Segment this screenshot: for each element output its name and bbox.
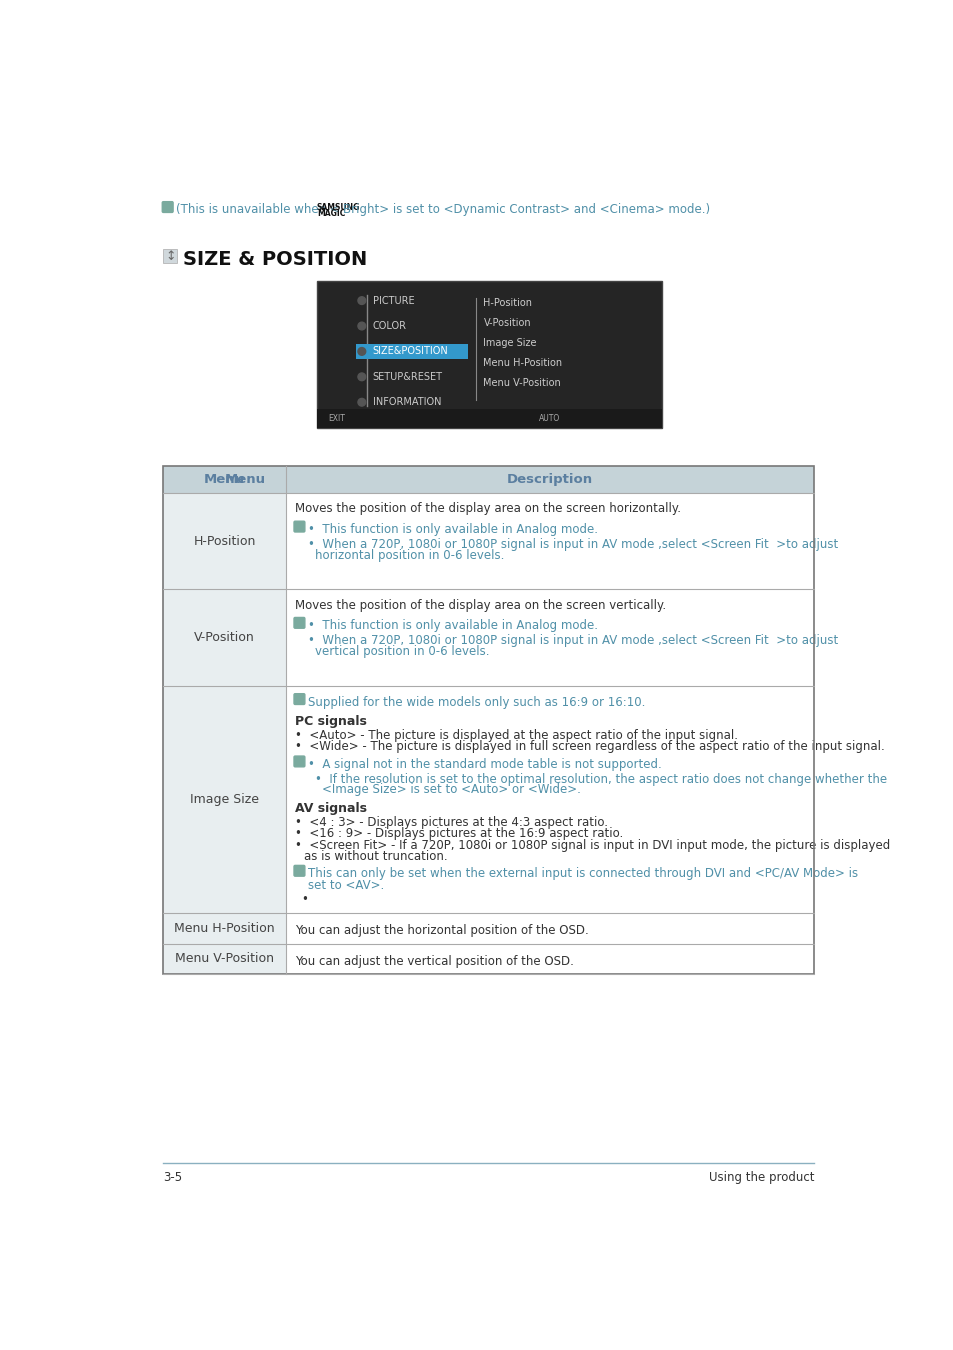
FancyBboxPatch shape [294, 617, 305, 628]
Text: H-Position: H-Position [193, 535, 255, 548]
Text: ↕: ↕ [165, 250, 175, 263]
Text: as is without truncation.: as is without truncation. [304, 849, 448, 863]
Bar [316, 409, 661, 428]
Text: Menu H-Position: Menu H-Position [483, 358, 562, 369]
Circle shape [357, 297, 365, 305]
Text: Bright> is set to <Dynamic Contrast> and <Cinema> mode.): Bright> is set to <Dynamic Contrast> and… [343, 202, 710, 216]
Text: You can adjust the horizontal position of the OSD.: You can adjust the horizontal position o… [294, 925, 588, 937]
Text: INFORMATION: INFORMATION [373, 397, 440, 408]
Bar [286, 590, 814, 686]
Text: horizontal position in 0-6 levels.: horizontal position in 0-6 levels. [315, 548, 504, 562]
Text: Moves the position of the display area on the screen vertically.: Moves the position of the display area o… [294, 598, 665, 612]
Text: PICTURE: PICTURE [373, 296, 414, 305]
Circle shape [357, 373, 365, 381]
Text: Menu: Menu [204, 472, 245, 486]
Text: •  <Wide> - The picture is displayed in full screen regardless of the aspect rat: • <Wide> - The picture is displayed in f… [294, 740, 884, 753]
FancyBboxPatch shape [294, 756, 305, 767]
Text: <Image Size> is set to <Auto> or <Wide>.: <Image Size> is set to <Auto> or <Wide>. [321, 783, 579, 796]
Text: 3-5: 3-5 [163, 1170, 182, 1184]
Text: Moves the position of the display area on the screen horizontally.: Moves the position of the display area o… [294, 502, 680, 516]
Text: SIZE&POSITION: SIZE&POSITION [373, 347, 448, 356]
Bar [286, 913, 814, 944]
Text: •  When a 720P, 1080i or 1080P signal is input in AV mode ,select <Screen Fit  >: • When a 720P, 1080i or 1080P signal is … [307, 634, 837, 647]
Text: •  <4 : 3> - Displays pictures at the 4:3 aspect ratio.: • <4 : 3> - Displays pictures at the 4:3… [294, 815, 608, 829]
Text: •  If the resolution is set to the optimal resolution, the aspect ratio does not: • If the resolution is set to the optima… [315, 772, 886, 786]
Text: Image Size: Image Size [483, 339, 537, 348]
Bar [163, 686, 286, 913]
Text: AV signals: AV signals [294, 802, 367, 815]
Text: MAGIC: MAGIC [316, 209, 345, 217]
Text: V-Position: V-Position [483, 319, 531, 328]
FancyBboxPatch shape [294, 865, 305, 876]
Bar [163, 944, 286, 975]
Bar [163, 466, 286, 493]
Bar [286, 466, 814, 493]
Text: Description: Description [507, 472, 593, 486]
Text: •  <Screen Fit> - If a 720P, 1080i or 1080P signal is input in DVI input mode, t: • <Screen Fit> - If a 720P, 1080i or 108… [294, 838, 889, 852]
FancyBboxPatch shape [294, 521, 305, 532]
Text: This can only be set when the external input is connected through DVI and <PC/AV: This can only be set when the external i… [307, 867, 857, 880]
Bar [163, 590, 286, 686]
Text: Using the product: Using the product [708, 1170, 814, 1184]
FancyBboxPatch shape [294, 694, 305, 705]
Text: (This is unavailable when <: (This is unavailable when < [175, 202, 339, 216]
Bar [286, 944, 814, 975]
Text: SIZE & POSITION: SIZE & POSITION [183, 250, 367, 269]
Bar [316, 281, 661, 428]
Bar [163, 466, 814, 975]
Text: H-Position: H-Position [483, 298, 532, 308]
FancyBboxPatch shape [162, 201, 172, 212]
Text: AUTO: AUTO [538, 414, 560, 423]
Bar [163, 913, 286, 944]
Circle shape [357, 347, 365, 355]
Text: •  <Auto> - The picture is displayed at the aspect ratio of the input signal.: • <Auto> - The picture is displayed at t… [294, 729, 738, 741]
Text: Menu V-Position: Menu V-Position [175, 953, 274, 965]
Text: •  This function is only available in Analog mode.: • This function is only available in Ana… [307, 620, 597, 632]
Text: Supplied for the wide models only such as 16:9 or 16:10.: Supplied for the wide models only such a… [307, 695, 644, 709]
Text: EXIT: EXIT [328, 414, 345, 423]
Text: •: • [301, 892, 308, 906]
Text: V-Position: V-Position [194, 630, 254, 644]
Text: set to <AV>.: set to <AV>. [307, 879, 383, 892]
Text: •  <16 : 9> - Displays pictures at the 16:9 aspect ratio.: • <16 : 9> - Displays pictures at the 16… [294, 828, 622, 840]
Text: Image Size: Image Size [190, 792, 259, 806]
Text: •  A signal not in the standard mode table is not supported.: • A signal not in the standard mode tabl… [307, 757, 660, 771]
Text: vertical position in 0-6 levels.: vertical position in 0-6 levels. [315, 645, 489, 657]
Circle shape [357, 398, 365, 406]
Bar [286, 493, 814, 590]
Text: PC signals: PC signals [294, 716, 367, 728]
Text: SETUP&RESET: SETUP&RESET [373, 371, 442, 382]
Bar [286, 686, 814, 913]
Bar [355, 344, 468, 359]
Circle shape [357, 323, 365, 329]
Text: COLOR: COLOR [373, 321, 406, 331]
Bar [163, 493, 286, 590]
Bar [163, 248, 177, 263]
Text: Menu: Menu [224, 472, 266, 486]
Text: •  When a 720P, 1080i or 1080P signal is input in AV mode ,select <Screen Fit  >: • When a 720P, 1080i or 1080P signal is … [307, 537, 837, 551]
Text: You can adjust the vertical position of the OSD.: You can adjust the vertical position of … [294, 954, 574, 968]
Text: Menu V-Position: Menu V-Position [483, 378, 560, 389]
Text: Menu H-Position: Menu H-Position [174, 922, 274, 934]
Text: •  This function is only available in Analog mode.: • This function is only available in Ana… [307, 524, 597, 536]
Text: SAMSUNG: SAMSUNG [316, 202, 360, 212]
